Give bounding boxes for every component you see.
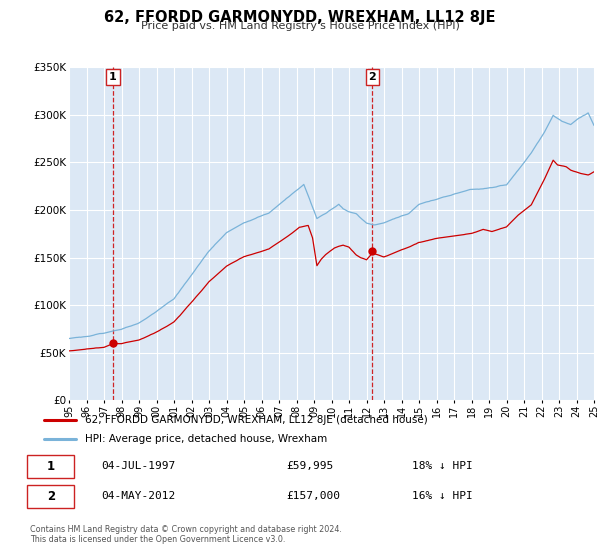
Text: £59,995: £59,995 [287, 461, 334, 472]
FancyBboxPatch shape [27, 484, 74, 508]
Text: Price paid vs. HM Land Registry's House Price Index (HPI): Price paid vs. HM Land Registry's House … [140, 21, 460, 31]
Text: HPI: Average price, detached house, Wrexham: HPI: Average price, detached house, Wrex… [85, 435, 327, 445]
Text: 2: 2 [47, 489, 55, 503]
Text: 62, FFORDD GARMONYDD, WREXHAM, LL12 8JE (detached house): 62, FFORDD GARMONYDD, WREXHAM, LL12 8JE … [85, 415, 427, 425]
Text: 62, FFORDD GARMONYDD, WREXHAM, LL12 8JE: 62, FFORDD GARMONYDD, WREXHAM, LL12 8JE [104, 10, 496, 25]
Text: Contains HM Land Registry data © Crown copyright and database right 2024.: Contains HM Land Registry data © Crown c… [30, 525, 342, 534]
Text: 16% ↓ HPI: 16% ↓ HPI [412, 491, 473, 501]
Text: This data is licensed under the Open Government Licence v3.0.: This data is licensed under the Open Gov… [30, 535, 286, 544]
Text: 18% ↓ HPI: 18% ↓ HPI [412, 461, 473, 472]
Text: 1: 1 [47, 460, 55, 473]
Text: 04-JUL-1997: 04-JUL-1997 [101, 461, 175, 472]
Text: 1: 1 [109, 72, 117, 82]
Text: £157,000: £157,000 [287, 491, 341, 501]
FancyBboxPatch shape [27, 455, 74, 478]
Text: 04-MAY-2012: 04-MAY-2012 [101, 491, 175, 501]
Text: 2: 2 [368, 72, 376, 82]
